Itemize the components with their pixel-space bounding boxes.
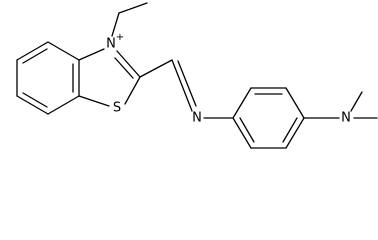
bond bbox=[285, 87, 305, 119]
bond bbox=[47, 95, 80, 115]
bond bbox=[114, 57, 134, 79]
bond bbox=[16, 41, 49, 61]
bond bbox=[139, 59, 173, 78]
bond bbox=[118, 2, 148, 14]
bond bbox=[232, 87, 252, 119]
bond bbox=[111, 12, 120, 37]
bond bbox=[116, 50, 141, 78]
bond bbox=[285, 117, 305, 149]
bond bbox=[16, 95, 49, 115]
bond bbox=[350, 91, 363, 112]
bond bbox=[78, 95, 110, 107]
bond bbox=[232, 117, 252, 149]
bond bbox=[124, 76, 141, 105]
atom-label: S bbox=[113, 101, 121, 116]
atom-label: N bbox=[341, 111, 351, 126]
bond bbox=[177, 60, 197, 107]
bond bbox=[78, 48, 105, 61]
bond bbox=[22, 92, 48, 108]
bond bbox=[47, 41, 80, 61]
atom-label: N bbox=[106, 37, 116, 52]
bond bbox=[22, 48, 48, 64]
bond bbox=[239, 117, 255, 143]
bonds bbox=[16, 2, 378, 149]
atom-label: N bbox=[192, 111, 202, 126]
structure-diagram: N + S N N bbox=[16, 2, 378, 149]
bond bbox=[171, 59, 193, 112]
charge-label: + bbox=[116, 32, 124, 43]
bond bbox=[282, 117, 298, 143]
